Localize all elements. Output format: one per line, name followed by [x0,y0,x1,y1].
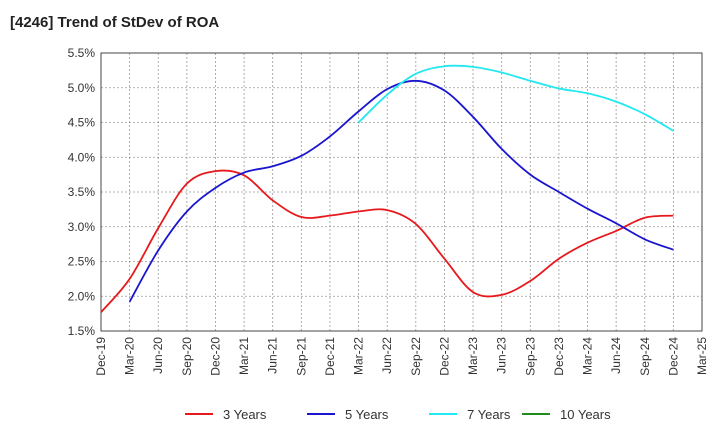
x-tick-label: Sep-23 [523,337,537,376]
y-tick-label: 4.5% [68,116,96,130]
legend-label-7-years: 7 Years [467,407,511,422]
legend-label-10-years: 10 Years [560,407,611,422]
y-tick-label: 2.5% [68,255,96,269]
series-line-5-years [128,79,674,303]
grid-layer [101,53,702,331]
x-tick-label: Mar-21 [237,337,251,375]
x-tick-label: Dec-20 [208,337,222,376]
x-tick-label: Jun-23 [495,337,509,374]
x-axis-ticks: Dec-19 Mar-20 Jun-20 Sep-20 Dec-20 Mar-21 Jun-… [94,337,709,376]
x-tick-label: Sep-22 [409,337,423,376]
x-tick-label: Dec-22 [437,337,451,376]
x-tick-label: Jun-20 [151,337,165,374]
x-tick-label: Mar-22 [352,337,366,375]
y-tick-label: 5.5% [68,46,96,60]
y-tick-label: 5.0% [68,81,96,95]
x-tick-label: Mar-25 [695,337,709,375]
x-tick-label: Sep-21 [294,337,308,376]
y-tick-label: 2.0% [68,289,96,303]
x-tick-label: Jun-22 [380,337,394,374]
x-tick-label: Mar-24 [581,337,595,375]
y-tick-label: 3.0% [68,220,96,234]
x-tick-label: Sep-24 [638,337,652,376]
legend: 3 Years 5 Years 7 Years 10 Years [185,407,611,422]
x-tick-label: Jun-24 [609,337,623,374]
y-tick-label: 1.5% [68,324,96,338]
x-tick-label: Jun-21 [266,337,280,374]
plot-frame [100,52,703,332]
chart-title: [4246] Trend of StDev of ROA [10,14,220,31]
legend-label-3-years: 3 Years [223,407,267,422]
legend-label-5-years: 5 Years [345,407,389,422]
x-tick-label: Dec-24 [666,337,680,376]
series-line-7-years [357,64,674,132]
x-tick-label: Dec-23 [552,337,566,376]
x-tick-label: Mar-23 [466,337,480,375]
x-tick-label: Sep-20 [180,337,194,376]
x-tick-label: Dec-19 [94,337,108,376]
x-tick-label: Mar-20 [123,337,137,375]
series-line-3-years [100,169,674,313]
x-tick-label: Dec-21 [323,337,337,376]
y-tick-label: 3.5% [68,185,96,199]
y-axis-ticks: 1.5% 2.0% 2.5% 3.0% 3.5% 4.0% 4.5% 5.0% 5.5% [68,46,96,338]
series-layer [100,64,674,313]
y-tick-label: 4.0% [68,150,96,164]
